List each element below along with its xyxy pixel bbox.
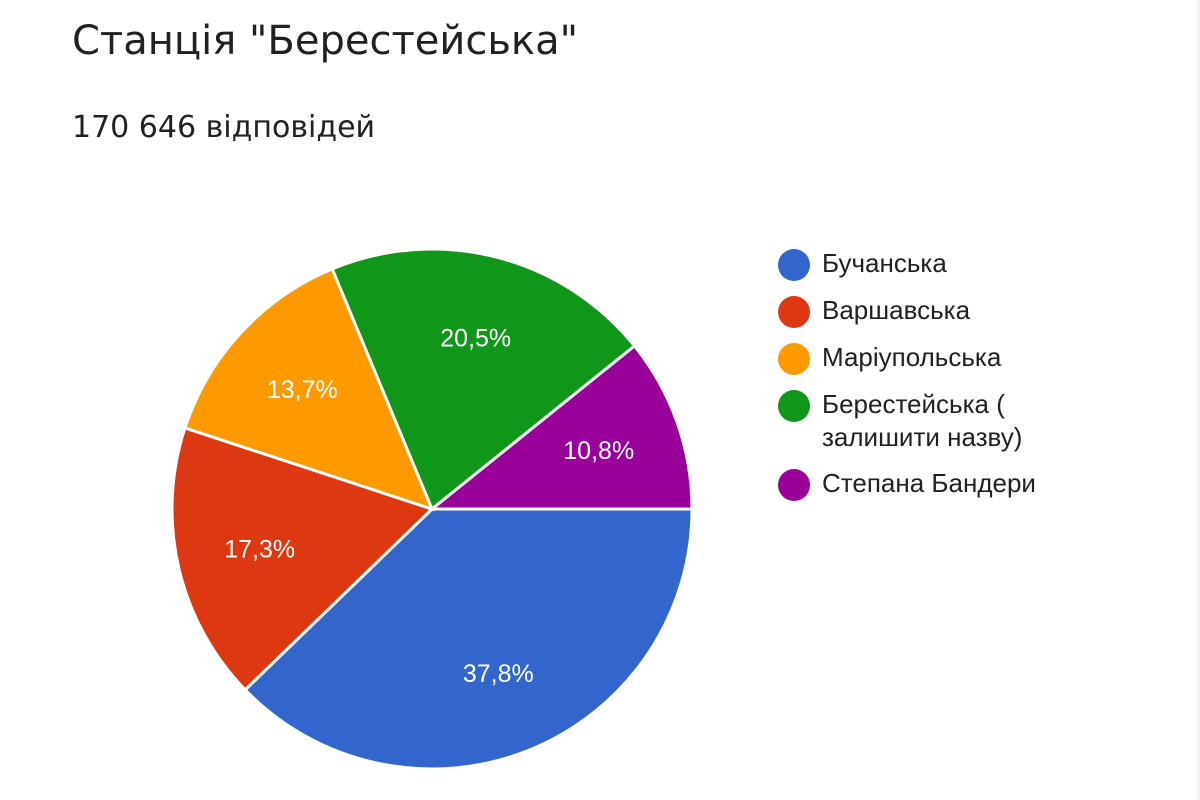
legend-dot-icon — [778, 469, 810, 501]
legend-label: Бучанська — [822, 248, 947, 278]
legend-item-beresteiska[interactable]: Берестейська ( залишити назву) — [778, 388, 1072, 454]
slice-percentage-label: 13,7% — [267, 376, 338, 404]
legend-label: Варшавська — [822, 295, 971, 325]
legend-item-varshavska[interactable]: Варшавська — [778, 294, 1072, 328]
legend-dot-icon — [778, 343, 810, 375]
legend-item-stepana-bandery[interactable]: Степана Бандери — [778, 467, 1072, 501]
slice-buchanska[interactable] — [243, 507, 694, 771]
response-count: 170 646 відповідей — [72, 110, 376, 145]
legend-dot-icon — [778, 390, 810, 422]
slice-stepana-bandery[interactable] — [427, 343, 694, 511]
slice-mariupolska[interactable] — [183, 266, 435, 512]
slice-beresteiska[interactable] — [330, 247, 637, 512]
legend-dot-icon — [778, 296, 810, 328]
pie-chart: 37,8% 17,3% 13,7% 20,5% 10,8% — [170, 247, 694, 771]
slice-percentage-label: 37,8% — [463, 660, 534, 688]
slice-percentage-label: 17,3% — [224, 536, 295, 564]
legend-item-mariupolska[interactable]: Маріупольська — [778, 341, 1072, 375]
slice-percentage-label: 10,8% — [563, 437, 634, 465]
chart-legend: Бучанська Варшавська Маріупольська Берес… — [778, 247, 1072, 514]
legend-item-buchanska[interactable]: Бучанська — [778, 247, 1072, 281]
question-title: Станція "Берестейська" — [72, 18, 578, 64]
slice-varshavska[interactable] — [170, 426, 435, 692]
legend-dot-icon — [778, 249, 810, 281]
legend-label: Берестейська ( залишити назву) — [822, 389, 1023, 452]
legend-label: Степана Бандери — [822, 468, 1036, 498]
window-edge — [1194, 0, 1200, 800]
slice-percentage-label: 20,5% — [440, 325, 511, 353]
legend-label: Маріупольська — [822, 342, 1002, 372]
